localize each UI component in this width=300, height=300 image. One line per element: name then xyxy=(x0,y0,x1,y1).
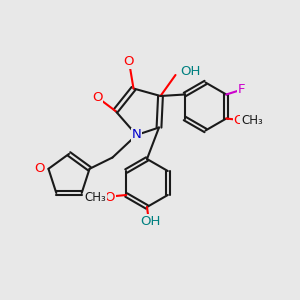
Text: F: F xyxy=(238,83,245,97)
Text: O: O xyxy=(104,191,115,204)
Text: O: O xyxy=(234,113,244,127)
Text: N: N xyxy=(132,128,141,142)
Text: O: O xyxy=(124,55,134,68)
Text: OH: OH xyxy=(140,215,161,228)
Text: CH₃: CH₃ xyxy=(85,190,106,204)
Text: CH₃: CH₃ xyxy=(241,113,263,127)
Text: O: O xyxy=(92,91,103,104)
Text: OH: OH xyxy=(180,65,201,78)
Text: O: O xyxy=(34,162,45,175)
